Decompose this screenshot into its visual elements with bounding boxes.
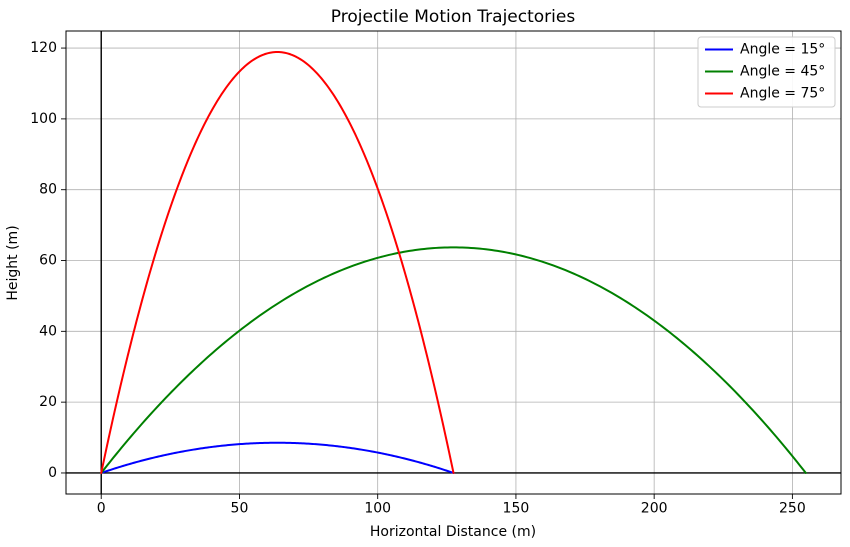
y-tick-label: 40 [39,323,57,339]
x-tick-label: 100 [364,501,391,517]
legend-box [697,36,836,108]
legend: Angle = 15° Angle = 45° Angle = 75° [697,36,836,108]
y-tick-label: 80 [39,182,57,198]
legend-label-45deg: Angle = 45° [740,64,825,80]
trajectory-45deg [100,246,807,474]
x-tick-label: 0 [97,501,106,517]
y-tick-label: 0 [48,465,57,481]
y-axis-label: Height (m) [5,225,21,300]
y-tick-label: 100 [30,111,57,127]
trajectory-15deg [100,441,455,474]
chart-title: Projectile Motion Trajectories [331,7,576,27]
x-tick-label: 150 [503,501,530,517]
legend-label-75deg: Angle = 75° [740,86,825,102]
x-axis-label: Horizontal Distance (m) [370,524,536,540]
legend-label-15deg: Angle = 15° [740,42,825,58]
x-tick-label: 250 [779,501,806,517]
x-tick-label: 200 [641,501,668,517]
trajectory-curves [100,51,807,474]
x-tick-label: 50 [231,501,249,517]
axis-ticks: 0 50 100 150 200 250 0 20 40 60 80 100 120 [30,40,805,517]
plot-border [65,30,842,495]
y-tick-label: 120 [30,40,57,56]
y-tick-label: 20 [39,394,57,410]
y-tick-label: 60 [39,253,57,269]
trajectory-75deg [100,51,455,474]
axes-spines [65,30,842,495]
